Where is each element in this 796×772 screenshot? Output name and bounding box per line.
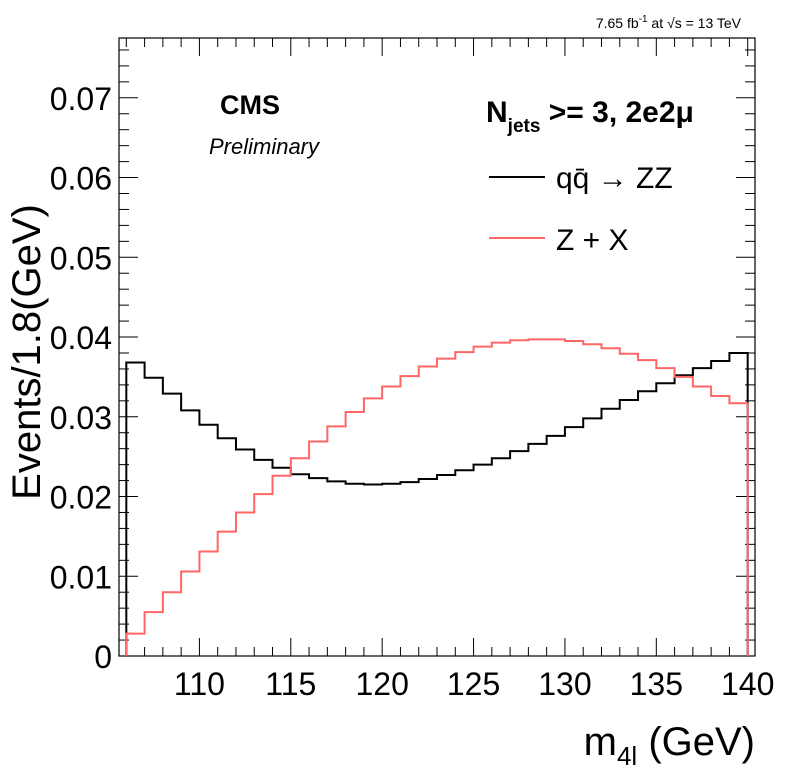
- x-axis-title: m4l (GeV): [584, 720, 755, 771]
- category-n: N: [486, 96, 508, 129]
- y-tick-label: 0.01: [50, 559, 112, 595]
- y-tick-label: 0: [94, 639, 112, 675]
- x-tick-label: 130: [538, 666, 591, 702]
- legend-label-zx: Z + X: [556, 224, 629, 257]
- y-tick-label: 0.06: [50, 161, 112, 197]
- cms-label: CMS: [220, 90, 280, 120]
- x-tick-label: 110: [174, 666, 225, 702]
- cms-preliminary: Preliminary: [209, 134, 321, 159]
- y-tick-label: 0.05: [50, 240, 112, 276]
- x-tick-label: 125: [447, 666, 500, 702]
- y-axis-title: Events/1.8(GeV): [5, 204, 49, 500]
- lumi-mid: at: [648, 15, 667, 31]
- lumi-sqrt-s: √s: [667, 15, 682, 31]
- x-tick-label: 140: [721, 666, 774, 702]
- x-tick-label: 115: [265, 666, 316, 702]
- legend: qq̄ → ZZ Z + X: [489, 162, 673, 257]
- y-tick-label: 0.02: [50, 480, 112, 516]
- category-sub: jets: [507, 116, 541, 137]
- lumi-suffix: = 13 TeV: [682, 15, 742, 31]
- y-tick-label: 0.03: [50, 400, 112, 436]
- lumi-label: 7.65 fb-1 at √s = 13 TeV: [596, 14, 742, 31]
- series-layer: [125, 338, 749, 656]
- y-tick-label: 0.04: [50, 320, 112, 356]
- lumi-exponent: -1: [639, 14, 648, 25]
- series-zx-line: [125, 338, 749, 656]
- tick-labels: 110 115 120 125 130 135 140 0 0.01 0.02 0.03 0.04 0.…: [50, 81, 775, 702]
- x-tick-label: 120: [355, 666, 408, 702]
- axis-ticks: [119, 38, 755, 657]
- category-rest: >= 3, 2e2μ: [540, 96, 693, 129]
- lumi-prefix: 7.65 fb: [596, 15, 639, 31]
- series-zz-line: [125, 351, 749, 656]
- category-label: Njets >= 3, 2e2μ: [486, 96, 694, 137]
- y-tick-label: 0.07: [50, 81, 112, 117]
- plot-frame: [118, 37, 756, 657]
- x-axis-title-unit: (GeV): [637, 720, 755, 764]
- x-axis-title-main: m: [584, 720, 617, 764]
- legend-label-zz: qq̄ → ZZ: [556, 162, 673, 195]
- x-axis-title-sub: 4l: [617, 741, 637, 771]
- x-tick-label: 135: [630, 666, 683, 702]
